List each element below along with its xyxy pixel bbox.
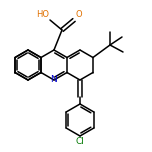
Text: Cl: Cl bbox=[76, 137, 85, 146]
Text: O: O bbox=[75, 10, 82, 19]
Text: HO: HO bbox=[36, 10, 49, 19]
Text: N: N bbox=[51, 76, 57, 85]
